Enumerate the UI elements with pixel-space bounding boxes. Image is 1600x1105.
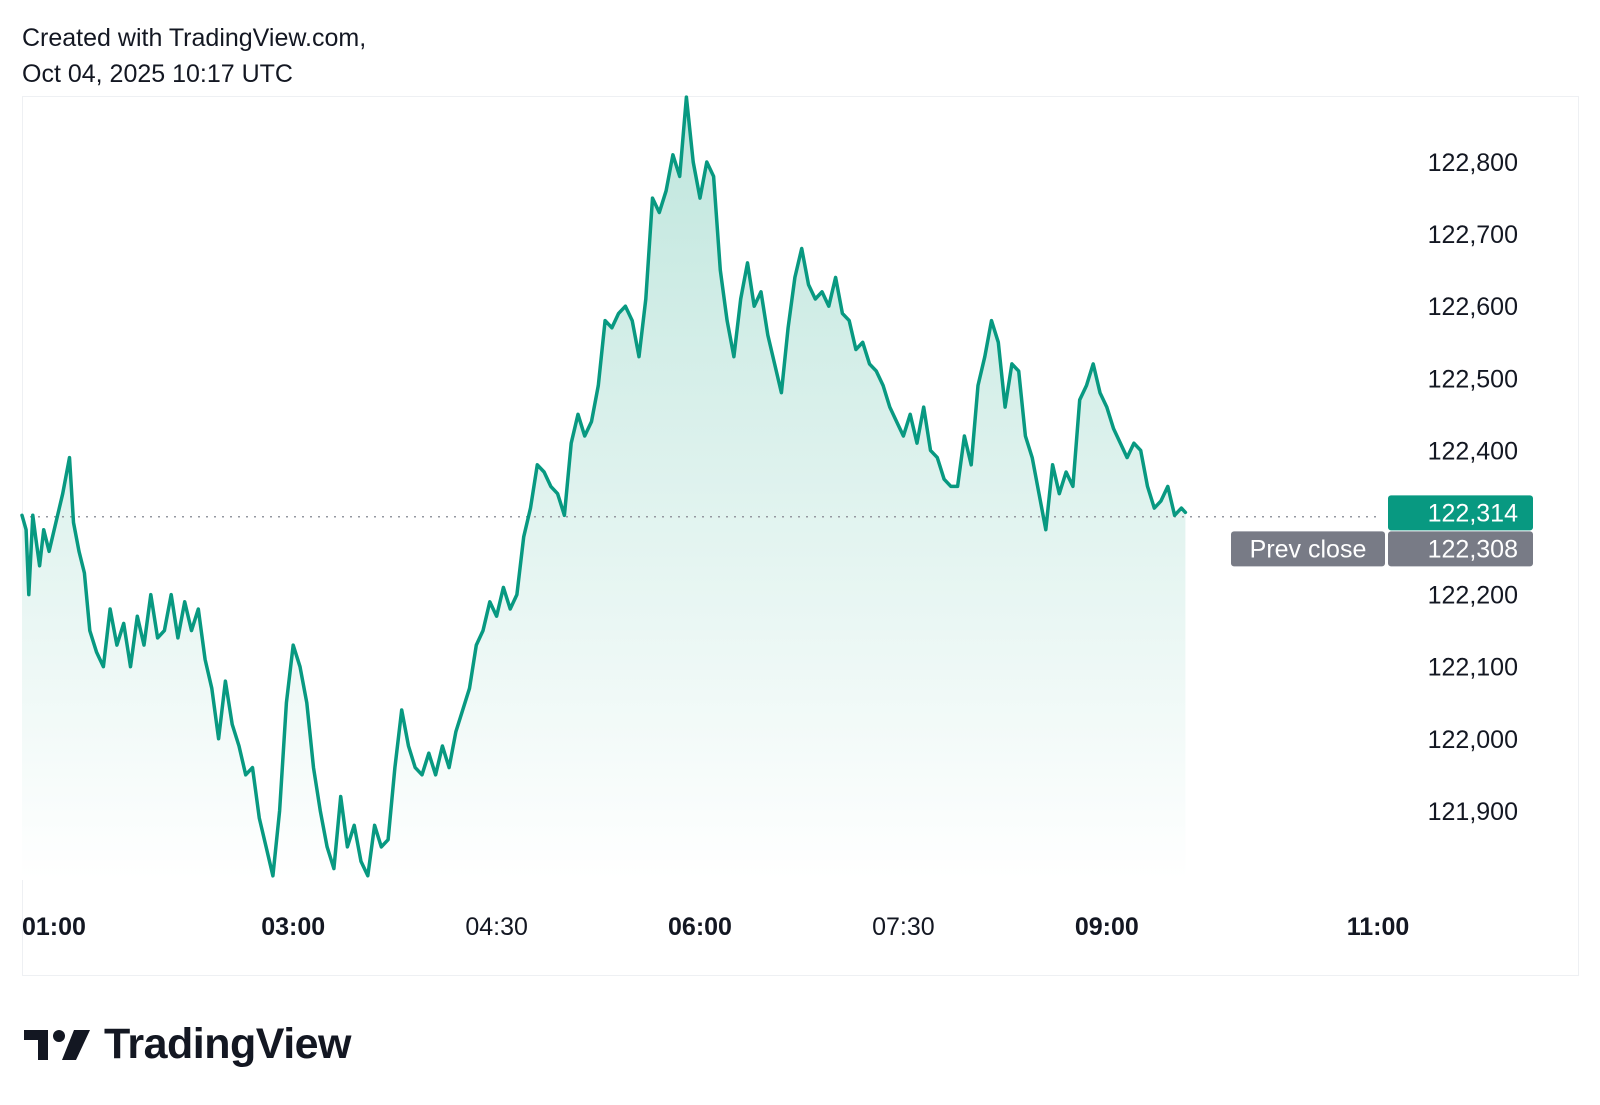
x-tick-label: 01:00 xyxy=(22,913,86,941)
last-price-badge xyxy=(1388,495,1533,531)
y-tick-label: 122,200 xyxy=(1428,582,1518,610)
x-tick-label: 03:00 xyxy=(261,913,325,941)
last-price-label: 122,314 xyxy=(1428,499,1518,527)
price-line xyxy=(20,95,1188,878)
y-tick-label: 121,900 xyxy=(1428,798,1518,826)
y-tick-label: 122,600 xyxy=(1428,293,1518,321)
y-tick-label: 122,700 xyxy=(1428,221,1518,249)
tradingview-wordmark: TradingView xyxy=(104,1020,352,1068)
caption-line-1: Created with TradingView.com, xyxy=(22,24,367,52)
y-tick-label: 122,000 xyxy=(1428,726,1518,754)
x-tick-label: 07:30 xyxy=(872,913,935,941)
prev-close-price-label: 122,308 xyxy=(1428,535,1518,563)
price-area-fill xyxy=(22,97,1186,881)
y-tick-label: 122,400 xyxy=(1428,437,1518,465)
tradingview-logo[interactable]: TradingView xyxy=(24,1020,352,1069)
x-tick-label: 09:00 xyxy=(1075,913,1139,941)
x-tick-label: 11:00 xyxy=(1347,913,1410,941)
prev-close-price-badge xyxy=(1388,531,1533,567)
prev-close-tag-label: Prev close xyxy=(1250,535,1367,563)
caption-line-2: Oct 04, 2025 10:17 UTC xyxy=(22,60,293,88)
chart-caption: Created with TradingView.com, Oct 04, 20… xyxy=(22,20,366,92)
y-tick-label: 122,100 xyxy=(1428,654,1518,682)
y-tick-label: 122,800 xyxy=(1428,149,1518,177)
x-tick-label: 04:30 xyxy=(465,913,528,941)
x-tick-label: 06:00 xyxy=(668,913,732,941)
y-tick-label: 122,500 xyxy=(1428,365,1518,393)
tradingview-logo-icon xyxy=(24,1029,90,1060)
prev-close-tag-badge xyxy=(1231,531,1385,567)
price-chart[interactable]: 122,800 122,700 122,600 122,500 122,400 122,2… xyxy=(0,0,1600,1000)
